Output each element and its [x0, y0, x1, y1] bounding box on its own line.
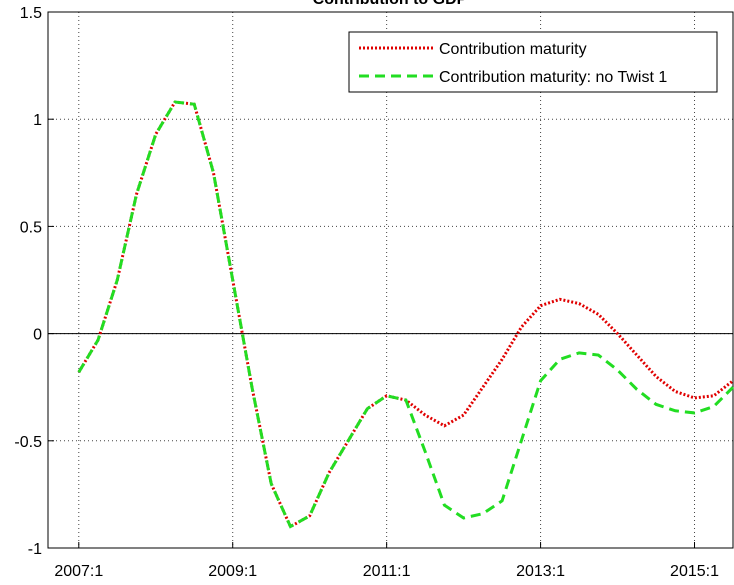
- x-tick-label: 2009:1: [208, 563, 257, 580]
- chart-title: Contribution to GDP: [313, 0, 468, 8]
- y-tick-label: 0: [33, 327, 42, 344]
- legend-label: Contribution maturity: [439, 41, 587, 58]
- y-tick-label: 0.5: [20, 219, 42, 236]
- y-tick-label: 1.5: [20, 5, 42, 22]
- line-series: [77, 100, 734, 529]
- x-tick-label: 2011:1: [363, 563, 411, 580]
- line-series: [77, 100, 734, 529]
- y-tick-label: -0.5: [14, 434, 42, 451]
- y-tick-label: 1: [33, 112, 42, 129]
- x-tick-label: 2013:1: [516, 563, 565, 580]
- x-tick-label: 2015:1: [670, 563, 719, 580]
- x-tick-label: 2007:1: [54, 563, 103, 580]
- legend-box: [348, 31, 718, 93]
- legend-label: Contribution maturity: no Twist 1: [439, 69, 667, 86]
- y-tick-label: -1: [28, 541, 42, 558]
- plot-frame: [47, 11, 734, 549]
